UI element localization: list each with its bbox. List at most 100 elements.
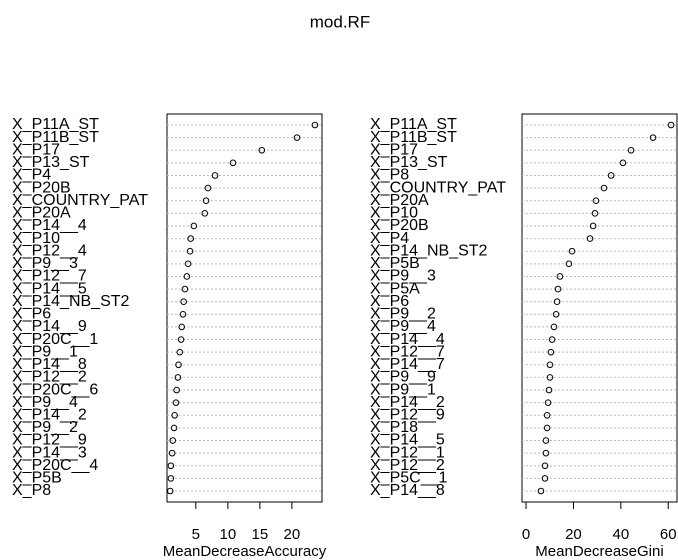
row-label: X_P10	[12, 230, 60, 247]
dot	[179, 311, 187, 318]
dot	[568, 247, 576, 255]
dot	[550, 323, 558, 331]
row-label: X_P20B	[12, 179, 71, 196]
dot	[170, 424, 178, 432]
dot	[183, 273, 191, 280]
dot	[548, 336, 556, 343]
x-axis-title: MeanDecreaseAccuracy	[163, 543, 327, 560]
plot-frame	[521, 113, 678, 503]
row-label: X_P14__8	[370, 482, 445, 499]
dot	[187, 235, 194, 242]
row-label: X_P9__2	[12, 419, 78, 436]
row-label: X_P5A	[370, 280, 420, 297]
dot	[168, 449, 176, 457]
dot	[166, 487, 174, 495]
x-tick-label: 20	[565, 526, 582, 543]
row-label: X_P12__7	[370, 343, 445, 360]
dot	[181, 285, 189, 293]
row-label: X_P12__1	[370, 444, 445, 461]
row-label: X_P12__7	[12, 268, 87, 285]
dot	[176, 348, 184, 356]
row-label: X_P8	[12, 482, 51, 499]
dot	[167, 475, 175, 482]
row-label: X_P20A	[12, 205, 71, 222]
row-label: X_P5C__1	[370, 470, 447, 487]
row-label: X_P12__9	[370, 406, 445, 423]
dot	[556, 273, 564, 280]
row-label: X_P10	[370, 205, 418, 222]
dot	[541, 475, 549, 482]
row-label: X_P14__4	[12, 217, 87, 234]
row-label: X_P9__2	[370, 306, 436, 323]
row-label: X_P11B_ST	[370, 129, 457, 146]
dot	[186, 247, 194, 255]
row-label: X_P14__2	[370, 394, 445, 411]
row-label: X_P9__1	[370, 381, 436, 398]
dot	[190, 222, 198, 230]
row-label: X_P4	[370, 230, 409, 247]
row-label: X_P20C__4	[12, 457, 98, 474]
row-label: X_P9__3	[12, 255, 78, 272]
dot	[175, 361, 182, 369]
row-label: X_P18	[370, 419, 418, 436]
dot	[293, 134, 301, 141]
row-label: X_P20C__6	[12, 381, 98, 398]
row-label: X_P20C__1	[12, 331, 98, 348]
dot	[586, 235, 594, 242]
row-label: X_P11A_ST	[370, 116, 457, 133]
row-label: X_P20A	[370, 192, 429, 209]
row-label: X_P17	[12, 141, 60, 158]
dot	[201, 210, 209, 217]
dot	[607, 172, 615, 179]
row-label: X_P14__5	[370, 432, 445, 449]
x-axis-title: MeanDecreaseGini	[535, 543, 663, 560]
dot	[565, 260, 573, 268]
dot	[543, 424, 551, 432]
plot-frame	[166, 113, 323, 503]
row-label: X_P11A_ST	[12, 116, 99, 133]
dot	[667, 121, 675, 129]
chart-title: mod.RF	[310, 12, 370, 31]
dot	[180, 298, 187, 305]
dot	[184, 260, 192, 268]
dot	[174, 374, 182, 381]
row-label: X_P6	[370, 293, 409, 310]
dot	[171, 411, 178, 419]
dot	[546, 374, 554, 381]
row-label: X_P9__1	[12, 343, 78, 360]
dot	[537, 487, 545, 495]
dot	[542, 449, 550, 457]
dot	[554, 285, 562, 293]
dot	[229, 159, 237, 167]
row-label: X_P14__2	[12, 406, 87, 423]
row-label: X_P12__2	[12, 369, 87, 386]
dot	[204, 184, 212, 192]
dot	[169, 437, 177, 444]
dot	[311, 121, 319, 129]
dot	[619, 159, 627, 167]
row-label: X_P11B_ST	[12, 129, 99, 146]
dot	[591, 210, 599, 217]
dot	[173, 386, 180, 394]
row-label: X_P14__7	[370, 356, 445, 373]
row-label: X_COUNTRY_PAT	[12, 192, 148, 209]
dot	[546, 361, 554, 369]
dot	[258, 146, 266, 154]
row-label: X_P17	[370, 141, 418, 158]
row-label: X_P6	[12, 306, 51, 323]
dot	[649, 134, 657, 141]
row-label: X_P14__5	[12, 280, 87, 297]
dot	[592, 197, 600, 205]
x-tick-label: 5	[192, 526, 200, 543]
row-label: X_P5B	[370, 255, 420, 272]
row-label: X_P13_ST	[370, 154, 448, 171]
row-label: X_P14_NB_ST2	[12, 293, 130, 310]
row-label: X_P5B	[12, 470, 62, 487]
row-label: X_P12__9	[12, 432, 87, 449]
dot	[544, 399, 552, 406]
row-label: X_P20B	[370, 217, 429, 234]
dot	[627, 146, 635, 154]
row-label: X_P14__3	[12, 444, 87, 461]
dot	[547, 348, 555, 356]
